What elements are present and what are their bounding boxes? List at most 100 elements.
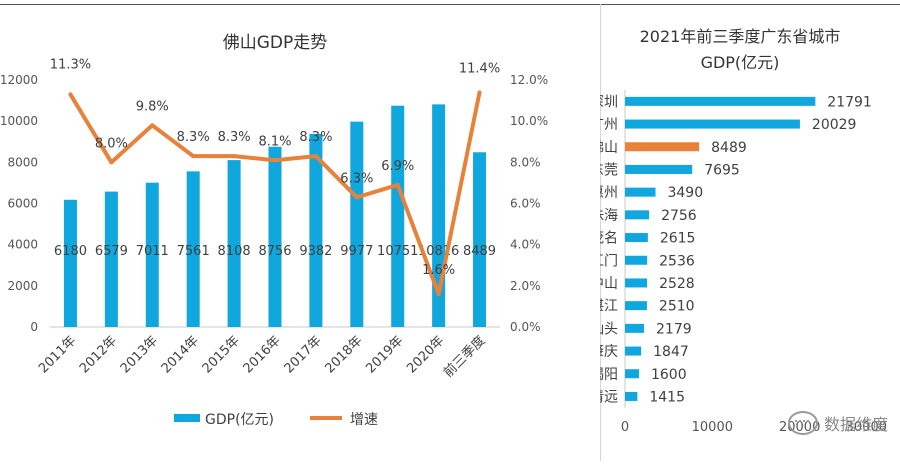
- x-category-label: 2019年: [363, 333, 406, 376]
- left-axis-tick-label: 2000: [7, 279, 38, 293]
- city-gdp-bar: [625, 278, 648, 288]
- gdp-bar-value-label: 6180: [54, 244, 87, 259]
- city-gdp-value-label: 21791: [827, 94, 872, 110]
- city-gdp-bar: [625, 255, 648, 265]
- x-category-label: 2011年: [36, 333, 79, 376]
- x-axis-tick-label: 30000: [846, 420, 887, 435]
- growth-rate-label: 6.3%: [340, 171, 373, 186]
- x-category-label: 2017年: [282, 333, 325, 376]
- right-axis-tick-label: 4.0%: [510, 238, 541, 252]
- city-label: 清远: [600, 389, 618, 405]
- growth-rate-point: [191, 154, 196, 159]
- gdp-bar-value-label: 9382: [299, 244, 332, 259]
- city-gdp-value-label: 8489: [711, 140, 747, 156]
- foshan-gdp-chart-panel: 佛山GDP走势 0 2000 4000 6000 8000 10000 12000 0.0% 2.…: [0, 33, 548, 428]
- gdp-bar: [268, 146, 282, 327]
- growth-rate-label: 1.6%: [422, 263, 455, 278]
- growth-rate-label: 11.3%: [50, 57, 91, 72]
- city-label: 揭阳: [600, 367, 618, 383]
- left-axis-tick-label: 6000: [7, 197, 38, 211]
- city-gdp-bar: [625, 391, 638, 401]
- gdp-bar: [63, 199, 77, 327]
- right-axis-tick-label: 8.0%: [510, 155, 541, 169]
- growth-rate-point: [109, 160, 114, 165]
- legend-gdp-label: GDP(亿元): [205, 412, 274, 428]
- right-axis-tick-label: 12.0%: [510, 73, 548, 87]
- city-label: 汕头: [600, 321, 618, 337]
- growth-rate-label: 9.8%: [136, 99, 169, 114]
- city-gdp-value-label: 2179: [656, 321, 692, 337]
- city-label: 肇庆: [600, 344, 618, 360]
- left-axis-tick-label: 0: [30, 320, 38, 334]
- x-category-label: 2013年: [118, 333, 161, 376]
- gdp-bar: [391, 105, 405, 327]
- chart-title-line-2: GDP(亿元): [701, 53, 780, 72]
- city-gdp-bar: [625, 164, 693, 174]
- gdp-bar-value-label: 6579: [95, 244, 128, 259]
- guangdong-cities-chart-panel: 2021年前三季度广东省城市 GDP(亿元) 深圳 21791 广州 20029 佛山 848…: [590, 0, 900, 461]
- x-category-label: 2018年: [322, 333, 365, 376]
- growth-rate-point: [273, 158, 277, 163]
- gdp-bar: [227, 160, 241, 327]
- growth-rate-point: [436, 292, 441, 297]
- city-gdp-value-label: 7695: [704, 162, 740, 178]
- city-gdp-value-label: 2536: [659, 253, 695, 269]
- gdp-bar-value-label: 8489: [463, 244, 496, 259]
- growth-rate-point: [354, 195, 359, 200]
- right-axis-tick-label: 6.0%: [510, 197, 541, 211]
- panel-divider: [600, 4, 601, 461]
- city-label: 珠海: [600, 208, 618, 224]
- growth-rate-label: 8.0%: [95, 136, 128, 151]
- chart-title-line-1: 2021年前三季度广东省城市: [640, 27, 841, 46]
- x-category-label: 前三季度: [440, 333, 488, 381]
- guangdong-cities-bar-chart: 2021年前三季度广东省城市 GDP(亿元) 深圳 21791 广州 20029 佛山 848…: [590, 27, 887, 435]
- watermark-text: 数据维度: [823, 415, 888, 434]
- gdp-bar: [350, 121, 364, 328]
- right-axis-tick-label: 10.0%: [510, 114, 548, 128]
- left-axis-tick-label: 8000: [7, 155, 38, 169]
- growth-rate-label: 8.3%: [218, 130, 251, 145]
- city-gdp-bar: [625, 323, 645, 333]
- city-gdp-value-label: 3490: [667, 185, 703, 201]
- city-label: 深圳: [600, 94, 618, 110]
- city-gdp-value-label: 20029: [812, 117, 857, 133]
- city-gdp-value-label: 1600: [651, 367, 687, 383]
- gdp-bar: [104, 191, 118, 327]
- city-gdp-value-label: 2756: [661, 208, 697, 224]
- gdp-bar: [186, 171, 200, 327]
- left-axis-tick-label: 10000: [0, 114, 38, 128]
- city-gdp-bar: [625, 301, 647, 311]
- foshan-gdp-combo-chart: 佛山GDP走势 0 2000 4000 6000 8000 10000 12000 0.0% 2.…: [0, 33, 548, 428]
- growth-rate-point: [313, 154, 318, 159]
- city-gdp-value-label: 1415: [649, 389, 685, 405]
- x-axis-tick-label: 10000: [692, 420, 733, 435]
- x-category-label: 2012年: [77, 333, 120, 376]
- right-axis-tick-label: 2.0%: [510, 279, 541, 293]
- growth-rate-label: 6.9%: [381, 159, 414, 174]
- city-label: 江门: [600, 253, 618, 269]
- growth-rate-point: [395, 182, 400, 187]
- city-label: 东莞: [600, 162, 618, 178]
- gdp-bar-value-label: 10751: [377, 244, 418, 259]
- city-label: 惠州: [600, 185, 618, 201]
- left-axis-tick-label: 12000: [0, 73, 38, 87]
- city-gdp-value-label: 2615: [660, 231, 696, 247]
- city-label: 茂名: [600, 230, 618, 247]
- x-category-label: 2015年: [200, 333, 243, 376]
- wechat-icon: [787, 411, 818, 435]
- growth-rate-point: [150, 123, 155, 128]
- growth-rate-point: [68, 92, 73, 97]
- city-label: 广州: [600, 117, 618, 133]
- city-gdp-value-label: 2510: [659, 299, 695, 315]
- city-label: 湛江: [600, 299, 618, 315]
- growth-rate-point: [232, 154, 237, 159]
- watermark: 数据维度: [787, 411, 888, 435]
- growth-rate-label: 8.3%: [177, 130, 210, 145]
- gdp-bar-value-label: 8756: [258, 244, 291, 259]
- city-gdp-value-label: 1847: [653, 344, 689, 360]
- legend-gdp-swatch: [174, 414, 200, 422]
- x-category-label: 2014年: [159, 333, 202, 376]
- city-gdp-bar: [625, 187, 656, 197]
- right-axis-tick-label: 0.0%: [510, 320, 541, 334]
- growth-rate-label: 8.1%: [258, 134, 291, 149]
